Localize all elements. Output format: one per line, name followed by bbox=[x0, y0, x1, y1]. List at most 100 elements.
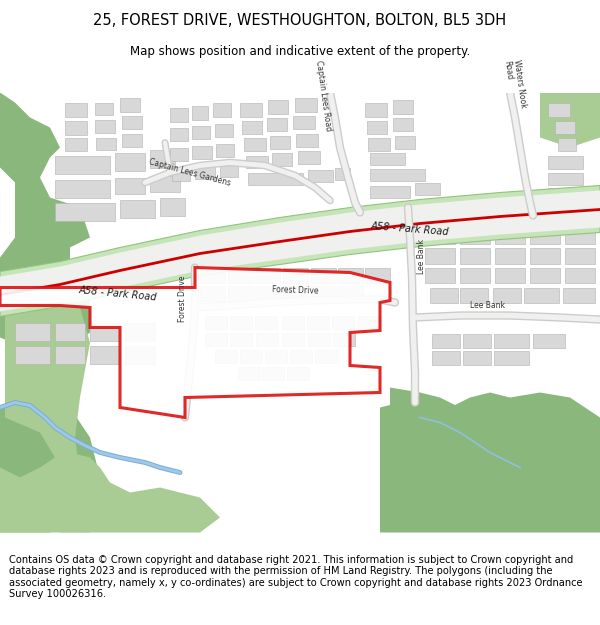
Bar bbox=[125, 346, 155, 364]
Bar bbox=[548, 173, 583, 184]
Bar bbox=[283, 286, 308, 301]
Bar bbox=[460, 228, 490, 244]
Bar bbox=[215, 124, 233, 136]
Bar bbox=[270, 136, 290, 149]
Bar bbox=[463, 334, 491, 348]
Bar bbox=[215, 349, 237, 362]
Bar bbox=[120, 98, 140, 111]
Bar bbox=[242, 121, 262, 134]
Bar bbox=[265, 349, 287, 362]
Bar bbox=[55, 346, 85, 364]
Bar bbox=[216, 144, 234, 156]
Text: Captain Lees Gardens: Captain Lees Gardens bbox=[148, 157, 232, 188]
Bar bbox=[432, 334, 460, 348]
Bar bbox=[95, 102, 113, 114]
Bar bbox=[205, 332, 227, 346]
Bar bbox=[115, 177, 145, 194]
Bar bbox=[248, 173, 303, 184]
Bar bbox=[565, 248, 595, 264]
Bar bbox=[368, 138, 390, 151]
Bar bbox=[370, 152, 405, 164]
Polygon shape bbox=[540, 92, 600, 148]
Bar bbox=[333, 332, 355, 346]
Bar bbox=[560, 202, 590, 216]
Bar bbox=[65, 138, 87, 151]
Bar bbox=[230, 316, 252, 329]
Bar bbox=[393, 99, 413, 114]
Bar bbox=[494, 334, 529, 348]
Text: Captain Lees Road: Captain Lees Road bbox=[314, 60, 333, 131]
Bar bbox=[495, 228, 525, 244]
Bar bbox=[298, 151, 320, 164]
Bar bbox=[262, 368, 284, 381]
Bar bbox=[460, 268, 490, 282]
Bar bbox=[493, 288, 521, 302]
Bar bbox=[563, 288, 595, 302]
Bar bbox=[192, 126, 210, 139]
Bar bbox=[238, 368, 260, 381]
Bar bbox=[425, 228, 455, 244]
Bar bbox=[65, 121, 87, 134]
Polygon shape bbox=[0, 186, 600, 316]
Bar bbox=[192, 106, 208, 119]
Bar bbox=[425, 248, 455, 264]
Polygon shape bbox=[5, 288, 90, 532]
Bar bbox=[338, 286, 363, 301]
Bar bbox=[460, 248, 490, 264]
Bar bbox=[308, 332, 330, 346]
Bar bbox=[432, 351, 460, 364]
Bar bbox=[125, 322, 155, 341]
Bar bbox=[283, 268, 308, 282]
Bar bbox=[122, 116, 142, 129]
Bar bbox=[393, 118, 413, 131]
Bar bbox=[558, 138, 576, 151]
Bar bbox=[195, 166, 215, 179]
Bar bbox=[55, 156, 110, 174]
Bar bbox=[240, 349, 262, 362]
Bar bbox=[255, 316, 277, 329]
Bar bbox=[282, 316, 304, 329]
Bar bbox=[358, 316, 380, 329]
Text: A58 - Park Road: A58 - Park Road bbox=[78, 285, 157, 302]
Bar bbox=[530, 228, 560, 244]
Bar bbox=[307, 316, 329, 329]
Bar bbox=[55, 202, 115, 221]
Bar bbox=[95, 119, 115, 132]
Bar bbox=[272, 152, 292, 166]
Bar bbox=[565, 228, 595, 244]
Bar bbox=[192, 146, 212, 159]
Bar bbox=[495, 248, 525, 264]
Bar bbox=[228, 268, 253, 282]
Bar bbox=[172, 168, 190, 181]
Bar bbox=[90, 322, 120, 341]
Bar bbox=[256, 332, 278, 346]
Polygon shape bbox=[0, 268, 390, 418]
Bar bbox=[293, 116, 315, 129]
Bar bbox=[200, 268, 225, 282]
Bar bbox=[170, 127, 188, 141]
Bar bbox=[170, 148, 188, 161]
Bar bbox=[530, 268, 560, 282]
Bar bbox=[495, 268, 525, 282]
Bar bbox=[295, 98, 317, 111]
Bar bbox=[430, 288, 458, 302]
Bar bbox=[244, 138, 266, 151]
Bar bbox=[555, 121, 575, 134]
Bar bbox=[115, 152, 145, 171]
Bar bbox=[15, 346, 50, 364]
Text: A58 - Park Road: A58 - Park Road bbox=[370, 221, 449, 238]
Bar bbox=[524, 288, 559, 302]
Bar bbox=[230, 332, 252, 346]
Text: Forest Drive: Forest Drive bbox=[272, 285, 319, 296]
Bar bbox=[290, 349, 312, 362]
Text: Forest Drıve: Forest Drıve bbox=[178, 276, 187, 322]
Bar bbox=[365, 102, 387, 116]
Bar bbox=[268, 99, 288, 114]
Bar bbox=[228, 286, 253, 301]
Bar bbox=[530, 248, 560, 264]
Bar bbox=[332, 316, 354, 329]
Bar bbox=[255, 268, 280, 282]
Text: Lee Bank: Lee Bank bbox=[470, 301, 505, 309]
Bar bbox=[255, 286, 280, 301]
Text: Contains OS data © Crown copyright and database right 2021. This information is : Contains OS data © Crown copyright and d… bbox=[9, 554, 583, 599]
